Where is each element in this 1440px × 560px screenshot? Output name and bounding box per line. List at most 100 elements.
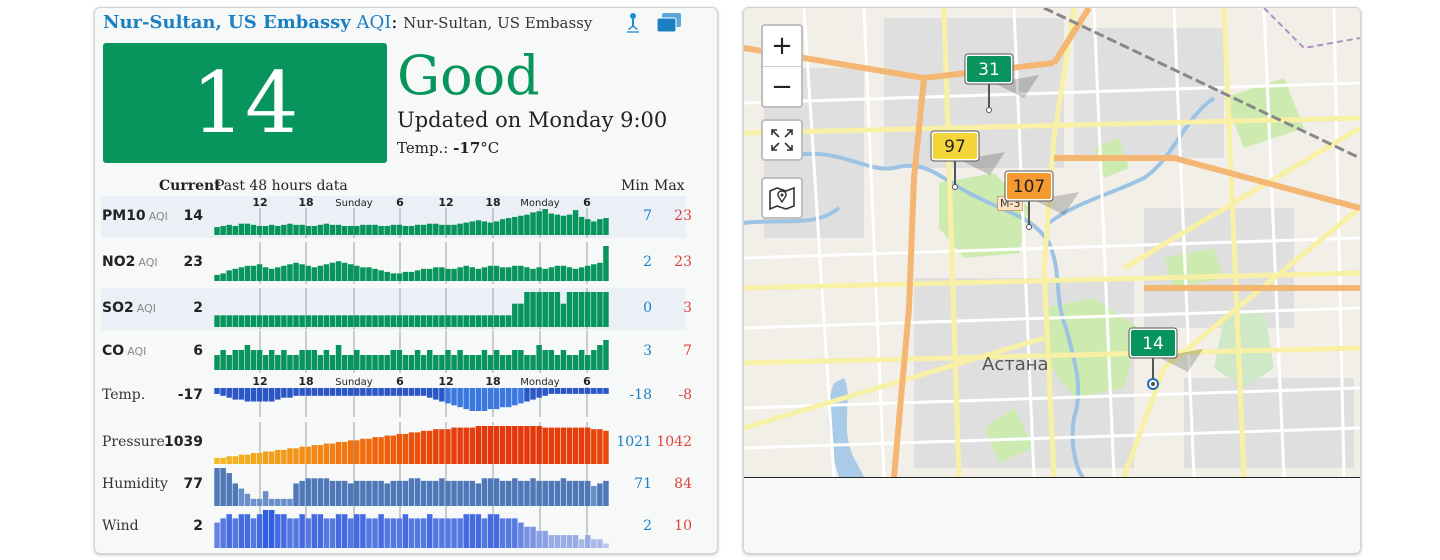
row-max-value: 1042	[656, 434, 692, 450]
map-layers-button[interactable]	[761, 177, 803, 219]
sparkline-bar	[256, 350, 263, 370]
row-sparkline[interactable]	[214, 506, 609, 548]
sparkline-bar	[566, 214, 573, 235]
sparkline-bar	[268, 350, 275, 370]
sparkline-bar	[481, 518, 488, 548]
sparkline-bar	[305, 446, 311, 464]
sparkline-bar	[347, 225, 354, 235]
sparkline-bar	[469, 427, 476, 464]
sparkline-bar	[475, 315, 482, 327]
sparkline-bar	[560, 478, 567, 506]
sparkline-bar	[463, 427, 469, 464]
sparkline-bar	[566, 355, 573, 370]
sparkline-bar	[408, 478, 415, 506]
row-min-value: -18	[629, 387, 652, 403]
sparkline-bar	[584, 355, 591, 370]
fullscreen-button[interactable]	[761, 119, 803, 161]
history-row-humidity[interactable]: Humidity 77 71 84	[101, 464, 692, 506]
sparkline-bar	[305, 518, 311, 548]
share-icon[interactable]	[621, 11, 645, 39]
widget-windows-icon[interactable]	[655, 11, 683, 39]
row-sparkline[interactable]	[214, 288, 609, 330]
sparkline-bar	[591, 429, 597, 464]
aqi-link[interactable]: AQI	[356, 12, 392, 33]
sparkline-bar	[311, 315, 318, 327]
sparkline-bar	[287, 264, 293, 281]
marker-badge	[967, 56, 1011, 82]
sparkline-bar	[548, 535, 555, 548]
sparkline-bar	[347, 483, 354, 506]
map-view[interactable]: Астана M-3 + −	[744, 8, 1360, 478]
sparkline-bar	[402, 480, 409, 506]
sparkline-bar	[262, 491, 269, 506]
time-axis-label: 12	[252, 375, 267, 388]
sparkline-bar	[536, 426, 542, 464]
sparkline-bar	[572, 355, 579, 370]
sparkline-bar	[311, 478, 318, 506]
row-sparkline[interactable]	[214, 422, 609, 464]
sparkline-bar	[530, 355, 536, 370]
history-row-temp[interactable]: Temp. -17 12 18 Sunday 6 12 18 Monday 6 -18 -8	[101, 375, 692, 417]
sparkline-bar	[305, 315, 311, 327]
sparkline-bar	[354, 265, 360, 281]
row-sparkline[interactable]	[214, 331, 609, 373]
sparkline-bar	[518, 480, 524, 506]
sparkline-bar	[335, 315, 342, 327]
marker-value: 107	[1013, 177, 1045, 197]
row-current-value: 77	[183, 476, 203, 492]
sparkline-bar	[341, 262, 348, 281]
row-sparkline[interactable]: 12 18 Sunday 6 12 18 Monday 6	[214, 196, 609, 238]
sparkline-bar	[554, 388, 561, 394]
row-unit: AQI	[138, 256, 158, 269]
sparkline-bar	[463, 355, 469, 370]
sparkline-bar	[524, 388, 530, 402]
sparkline-bar	[530, 268, 536, 281]
sparkline-bar	[329, 388, 336, 396]
station-marker-selected[interactable]: 14	[1128, 327, 1208, 395]
station-marker[interactable]: 107	[1004, 170, 1084, 234]
sparkline-bar	[250, 224, 257, 235]
sparkline-bar	[560, 215, 567, 235]
sparkline-bar	[524, 355, 530, 370]
station-marker[interactable]: 31	[964, 53, 1044, 117]
station-link[interactable]: Nur-Sultan, US Embassy	[103, 12, 351, 33]
row-label: Wind	[102, 518, 139, 534]
sparkline-bar	[469, 221, 476, 235]
sparkline-bar	[347, 440, 354, 464]
sparkline-bar	[451, 224, 457, 235]
sparkline-bar	[396, 315, 403, 327]
history-row-co[interactable]: CO AQI 6 3 7	[101, 331, 692, 373]
folded-map-icon	[769, 186, 795, 211]
sparkline-bar	[548, 267, 555, 281]
sparkline-bar	[384, 518, 390, 548]
time-axis-label: 6	[396, 196, 404, 209]
zoom-in-button[interactable]: +	[763, 26, 801, 67]
history-row-no2[interactable]: NO2 AQI 23 2 23	[101, 242, 692, 284]
sparkline-bar	[390, 388, 397, 396]
row-label-text: SO2	[102, 300, 134, 316]
history-row-so2[interactable]: SO2 AQI 2 0 3	[101, 288, 692, 330]
sparkline-bar	[220, 388, 226, 396]
time-axis-label: Monday	[520, 198, 560, 209]
sparkline-bar	[487, 265, 494, 281]
history-row-pm10[interactable]: PM10 AQI 14 12 18 Sunday 6 12 18 Monday 6 7 23	[101, 196, 692, 238]
sparkline-bar	[445, 518, 451, 548]
row-label-text: Temp.	[102, 387, 146, 403]
history-row-pressure[interactable]: Pressure 1039 1021 1042	[101, 422, 692, 464]
sparkline-bar	[329, 315, 336, 327]
row-sparkline[interactable]: 12 18 Sunday 6 12 18 Monday 6	[214, 375, 609, 417]
sparkline-bar	[360, 480, 366, 506]
row-sparkline[interactable]	[214, 464, 609, 506]
row-sparkline[interactable]	[214, 242, 609, 284]
history-row-wind[interactable]: Wind 2 2 10	[101, 506, 692, 548]
zoom-out-button[interactable]: −	[771, 72, 793, 102]
sparkline-bar	[499, 480, 506, 506]
sparkline-bar	[402, 514, 409, 548]
aqi-widget: Nur-Sultan, US Embassy AQI: Nur-Sultan, …	[94, 7, 718, 554]
sparkline-bar	[463, 265, 469, 281]
sparkline-bar	[524, 267, 530, 281]
sparkline-bar	[384, 225, 390, 235]
station-marker[interactable]: 97	[930, 130, 1010, 194]
sparkline-bar	[578, 267, 585, 281]
sparkline-bar	[354, 350, 360, 370]
